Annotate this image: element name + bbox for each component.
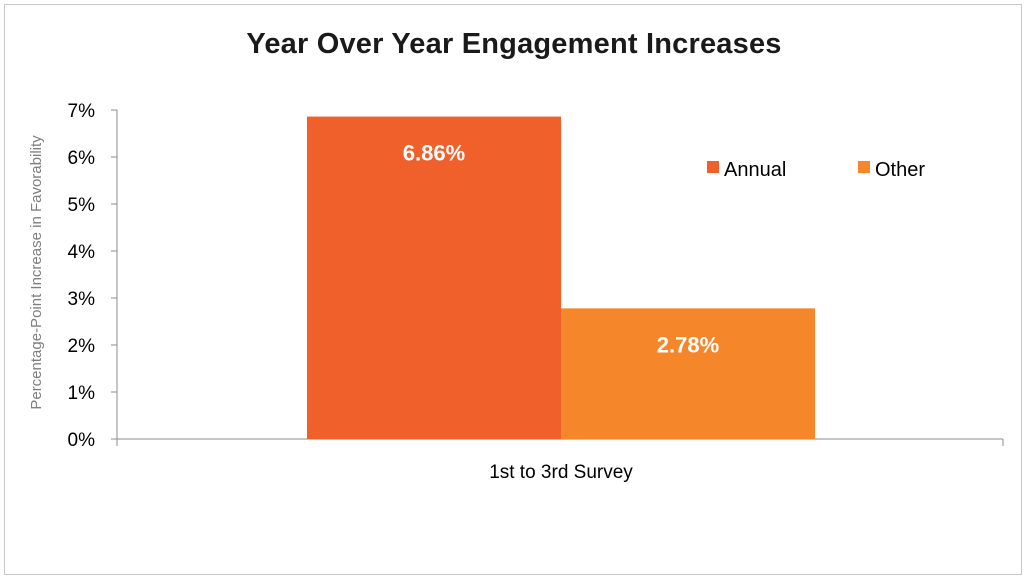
- y-tick-label: 0%: [68, 430, 96, 451]
- y-tick-label: 5%: [68, 195, 96, 216]
- y-axis-title: Percentage-Point Increase in Favorabilit…: [28, 135, 45, 410]
- y-tick-label: 1%: [68, 383, 96, 404]
- data-label-annual: 6.86%: [403, 141, 465, 166]
- axes: 0% 1% 2% 3% 4% 5% 6% 7% Percentage-Point Increas…: [28, 101, 1004, 483]
- data-labels: 6.86% 2.78%: [403, 141, 719, 358]
- bar-annual: [307, 116, 561, 439]
- data-label-other: 2.78%: [657, 332, 719, 357]
- legend-swatch-other: [858, 161, 870, 173]
- bar-other: [561, 308, 815, 439]
- y-tick-label: 6%: [68, 148, 96, 169]
- y-tick-label: 7%: [68, 101, 96, 122]
- legend-label-annual: Annual: [724, 159, 786, 181]
- legend-label-other: Other: [875, 159, 925, 181]
- chart-title: Year Over Year Engagement Increases: [246, 28, 782, 60]
- legend: Annual Other: [707, 159, 925, 181]
- y-tick-label: 3%: [68, 289, 96, 310]
- y-tick-label: 2%: [68, 336, 96, 357]
- legend-swatch-annual: [707, 161, 719, 173]
- y-tick-label: 4%: [68, 242, 96, 263]
- x-category-label: 1st to 3rd Survey: [489, 462, 633, 483]
- bars: [307, 116, 815, 439]
